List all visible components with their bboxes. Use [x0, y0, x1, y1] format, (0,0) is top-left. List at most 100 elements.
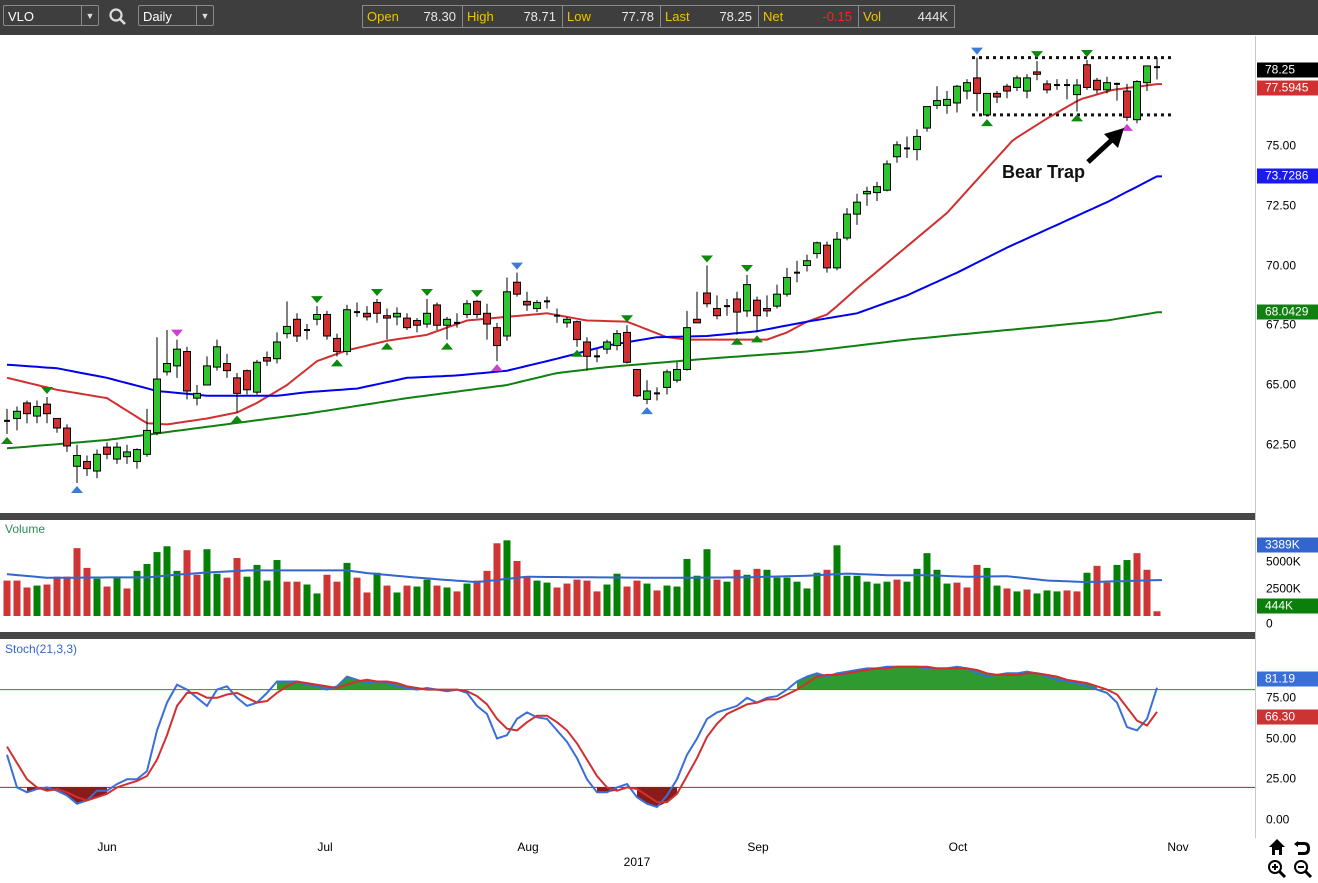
volume-bar [733, 569, 741, 616]
volume-bar [1103, 582, 1111, 616]
month-label: Oct [948, 840, 968, 854]
candle-body [763, 308, 771, 312]
candle-body [1093, 79, 1101, 91]
candle-body [783, 276, 791, 295]
pivot-down-marker [311, 296, 323, 304]
candle-body [1043, 83, 1051, 91]
volume-bar [473, 580, 481, 616]
chevron-down-icon[interactable]: ▼ [81, 6, 98, 25]
candle-body [263, 357, 271, 362]
zoom-in-icon[interactable] [1267, 859, 1287, 883]
pivot-down-marker [741, 265, 753, 273]
candle-body [193, 392, 201, 399]
candle-body [823, 244, 831, 269]
candle-body [83, 460, 91, 470]
stoch-panel-title: Stoch(21,3,3) [5, 642, 78, 656]
ma-value-badge: 73.7286 [1257, 168, 1318, 184]
bear-trap-arrow [1086, 136, 1116, 164]
volume-bar [563, 583, 571, 616]
price-tick-label: 67.50 [1266, 317, 1297, 332]
volume-bar [583, 580, 591, 616]
candle-body [43, 403, 51, 415]
volume-bar [613, 573, 621, 616]
volume-bar [463, 583, 471, 616]
search-icon[interactable] [108, 7, 128, 27]
chevron-down-icon[interactable]: ▼ [196, 6, 213, 25]
pivot-down-marker [171, 329, 183, 337]
toolbar: VLO ▼ Daily ▼ Open 78.30 High 78.71 Low 77.78… [0, 0, 1318, 35]
candle-body [843, 213, 851, 239]
last-price-badge: 78.25 [1257, 62, 1318, 78]
volume-bar [533, 580, 541, 616]
panel-divider[interactable] [0, 513, 1318, 520]
volume-bar [1023, 589, 1031, 616]
panel-divider[interactable] [0, 632, 1318, 639]
candle-body [133, 449, 141, 462]
volume-bar [743, 574, 751, 616]
quote-value: 78.71 [523, 9, 556, 24]
candle-body [633, 368, 641, 397]
volume-bar [573, 579, 581, 616]
volume-bar [633, 580, 641, 616]
pivot-up-marker [571, 349, 583, 357]
candle-body [243, 370, 251, 391]
volume-average-line [6, 569, 1162, 584]
pivot-down-marker [1031, 51, 1043, 59]
volume-bar [143, 563, 151, 616]
quote-value: 78.30 [423, 9, 456, 24]
candle-body [953, 85, 961, 104]
candle-body [1073, 84, 1081, 96]
candle-body [383, 315, 391, 319]
undo-icon[interactable] [1293, 838, 1311, 861]
volume-bar [853, 575, 861, 616]
chart-canvas[interactable] [0, 0, 1255, 878]
volume-bar [363, 592, 371, 616]
volume-bar [813, 572, 821, 616]
volume-bar [163, 546, 171, 616]
home-icon[interactable] [1268, 838, 1286, 861]
volume-tick-label: 5000K [1266, 554, 1301, 569]
volume-bar [443, 587, 451, 616]
volume-bar [1153, 611, 1161, 616]
volume-bar [103, 586, 111, 616]
volume-bar [673, 586, 681, 616]
year-label: 2017 [623, 855, 651, 869]
symbol-select[interactable]: VLO ▼ [3, 5, 99, 26]
candle-body [143, 429, 151, 455]
volume-bar [63, 576, 71, 616]
candle-body [733, 298, 741, 313]
candle-body [423, 312, 431, 325]
quote-label: High [467, 9, 494, 24]
volume-bar [153, 552, 161, 616]
candle-body [393, 312, 401, 318]
volume-panel-title: Volume [5, 522, 46, 536]
candle-body [643, 390, 651, 400]
zoom-out-icon[interactable] [1293, 859, 1313, 883]
candle-body [1123, 90, 1131, 118]
volume-bar [1013, 591, 1021, 616]
candle-body [493, 327, 501, 347]
pivot-up-marker [1121, 123, 1133, 131]
pivot-up-marker [731, 337, 743, 345]
pivot-up-marker [441, 342, 453, 350]
pivot-up-marker [71, 485, 83, 493]
candle-body [123, 451, 131, 458]
candle-body [573, 321, 581, 341]
quote-value: -0.15 [822, 9, 852, 24]
candle-body [523, 300, 531, 306]
ma-value-badge: 77.5945 [1257, 80, 1318, 96]
volume-bar [53, 576, 61, 616]
pivot-down-marker [701, 255, 713, 263]
candle-body [403, 317, 411, 329]
interval-select[interactable]: Daily ▼ [138, 5, 214, 26]
pivot-up-marker [981, 119, 993, 127]
candle-body [223, 362, 231, 372]
volume-bar [843, 575, 851, 616]
volume-bar [723, 581, 731, 616]
volume-bar [553, 587, 561, 616]
quote-label: Net [763, 9, 784, 24]
candle-body [473, 300, 481, 315]
month-label: Jun [97, 840, 117, 854]
candle-body [773, 293, 781, 307]
volume-bar [883, 581, 891, 616]
